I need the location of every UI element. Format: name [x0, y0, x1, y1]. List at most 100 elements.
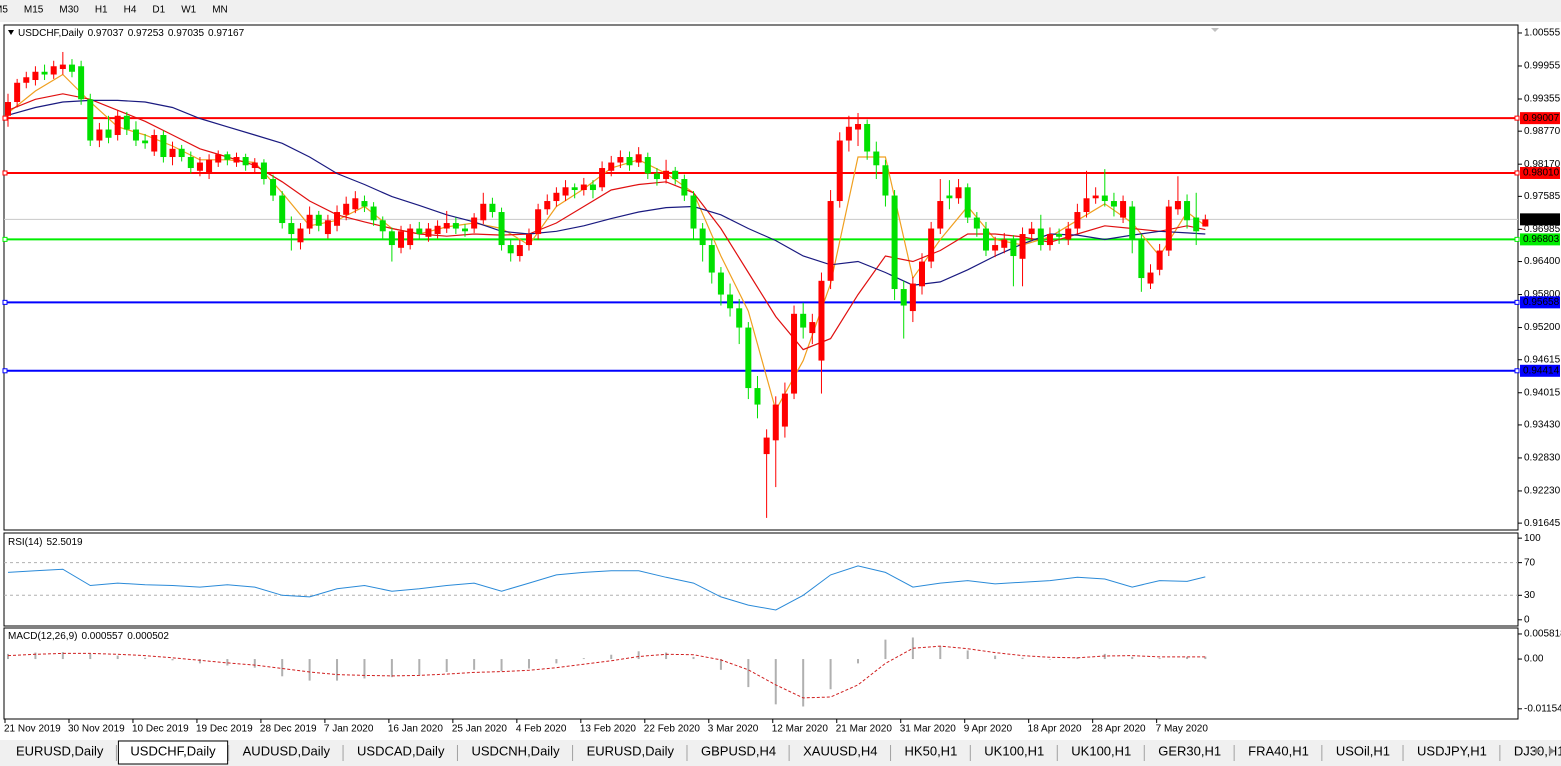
- candle-body: [818, 280, 825, 361]
- chart-tab-label[interactable]: USDCAD,Daily: [357, 743, 445, 758]
- tab-scroll-left[interactable]: [1535, 747, 1541, 755]
- macd-bar: [253, 659, 256, 668]
- candle-body: [690, 195, 697, 229]
- chart-tab-label[interactable]: EURUSD,Daily: [16, 743, 104, 758]
- timeframe-button[interactable]: D1: [152, 5, 165, 16]
- y-tick-label: 0.98170: [1524, 159, 1561, 170]
- chart-tab-label[interactable]: AUDUSD,Daily: [243, 743, 331, 758]
- macd-bar: [966, 650, 969, 660]
- candle-body: [407, 228, 414, 246]
- chart-tab[interactable]: [1236, 743, 1321, 762]
- candle-body: [142, 140, 149, 144]
- candle-body: [644, 157, 651, 174]
- candle-body: [727, 294, 734, 309]
- chart-tab-label[interactable]: EURUSD,Daily: [587, 743, 675, 758]
- candle-body: [836, 140, 843, 202]
- candle-body: [334, 212, 341, 226]
- timeframe-button[interactable]: H1: [95, 5, 108, 16]
- chart-tab[interactable]: [459, 743, 572, 762]
- candle-body: [1156, 250, 1163, 270]
- price-label-box: [1520, 296, 1560, 309]
- chart-tab-label[interactable]: GER30,H1: [1158, 743, 1221, 758]
- y-tick-label: 0.96985: [1524, 224, 1561, 235]
- candle-body: [544, 201, 551, 210]
- macd-bar: [884, 639, 887, 660]
- x-tick-label: 7 May 2020: [1156, 724, 1209, 735]
- chart-tab-label[interactable]: FRA40,H1: [1248, 743, 1309, 758]
- timeframe-button[interactable]: W1: [181, 5, 196, 16]
- chart-tab-label[interactable]: USDCHF,Daily: [130, 743, 216, 758]
- candle-body: [151, 135, 158, 152]
- chart-tab[interactable]: [791, 743, 890, 762]
- timeframe-button[interactable]: M30: [59, 5, 79, 16]
- chart-tab-label[interactable]: USDJPY,H1: [1417, 743, 1487, 758]
- candle-body: [416, 228, 423, 235]
- y-tick-label: 1.00555: [1524, 28, 1561, 39]
- main-panel: [3, 24, 1519, 531]
- chart-tab-label[interactable]: HK50,H1: [905, 743, 958, 758]
- macd-bar: [610, 654, 613, 660]
- x-tick-label: 28 Dec 2019: [260, 724, 317, 735]
- x-tick-label: 22 Feb 2020: [644, 724, 701, 735]
- candle-body: [736, 308, 743, 328]
- candle-body: [178, 148, 185, 158]
- chart-tab[interactable]: [230, 743, 343, 762]
- chart-tab[interactable]: [117, 740, 229, 765]
- chart-tab[interactable]: [892, 743, 970, 762]
- chart-tab-label[interactable]: XAUUSD,H4: [803, 743, 877, 758]
- chart-tab[interactable]: [345, 743, 457, 762]
- chart-tab[interactable]: [1405, 743, 1499, 762]
- shift-marker: [1211, 28, 1219, 32]
- candle-body: [708, 245, 715, 273]
- candle-body: [224, 154, 231, 160]
- candle-body: [791, 313, 798, 394]
- candle-body: [343, 203, 350, 215]
- candle-body: [425, 228, 432, 237]
- candle-body: [745, 327, 752, 389]
- chart-tab[interactable]: [4, 743, 116, 762]
- chart-tab[interactable]: [574, 743, 686, 762]
- candle-body: [1056, 234, 1063, 237]
- chart-tab[interactable]: [1501, 743, 1561, 762]
- macd-bar: [774, 659, 777, 705]
- tab-scroll-right[interactable]: [1549, 747, 1555, 755]
- chart-tab[interactable]: [972, 743, 1057, 762]
- candle-body: [480, 203, 487, 221]
- chart-tab-label[interactable]: USOil,H1: [1336, 743, 1390, 758]
- y-tick-label: 0.95200: [1524, 322, 1561, 333]
- candle-body: [1165, 206, 1172, 251]
- x-tick-label: 18 Apr 2020: [1028, 724, 1082, 735]
- timeframe-button[interactable]: M5: [0, 5, 8, 16]
- chart-tab-label[interactable]: UK100,H1: [984, 743, 1044, 758]
- chart-tab-label[interactable]: UK100,H1: [1071, 743, 1131, 758]
- macd-bar: [665, 652, 668, 660]
- x-tick-label: 9 Apr 2020: [964, 724, 1013, 735]
- timeframe-button[interactable]: MN: [212, 5, 228, 16]
- candle-body: [1202, 219, 1209, 227]
- header-value: 0.000502: [127, 631, 169, 642]
- y-tick-label: 0.95800: [1524, 289, 1561, 300]
- timeframe-button[interactable]: M15: [24, 5, 44, 16]
- chart-tab[interactable]: [1323, 743, 1403, 762]
- chart-tab[interactable]: [688, 743, 789, 762]
- candle-body: [571, 187, 578, 191]
- candle-body: [507, 245, 514, 254]
- chart-tab-label[interactable]: GBPUSD,H4: [701, 743, 776, 758]
- candle-body: [471, 217, 478, 229]
- candle-body: [169, 148, 176, 158]
- x-tick-label: 30 Nov 2019: [68, 724, 125, 735]
- timeframe-button[interactable]: H4: [124, 5, 137, 16]
- candle-body: [306, 214, 313, 229]
- candle-body: [260, 162, 267, 180]
- macd-bar: [555, 659, 558, 664]
- chart-tab[interactable]: [1059, 743, 1144, 762]
- x-tick-label: 12 Mar 2020: [772, 724, 829, 735]
- candle-body: [132, 129, 139, 141]
- chart-tab-label[interactable]: USDCNH,Daily: [471, 743, 560, 758]
- chart-tab[interactable]: [1146, 743, 1234, 762]
- candle-body: [608, 162, 615, 171]
- y-tick-label: 0.91645: [1524, 518, 1561, 529]
- y-tick-label: 100: [1524, 533, 1541, 544]
- candle-body: [87, 99, 94, 141]
- toolbar: [0, 0, 1561, 22]
